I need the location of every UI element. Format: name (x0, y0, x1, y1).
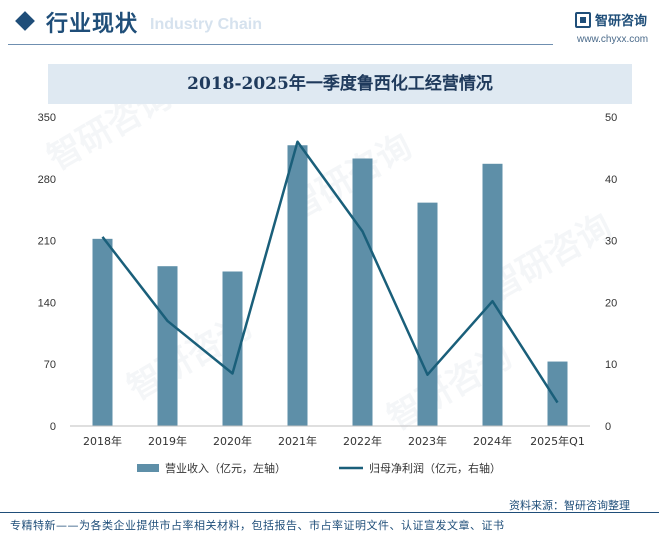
x-axis-ticks: 2018年 2019年 2020年 2021年 2022年 2023年 2024年 2025年… (83, 434, 585, 448)
revenue-bar (287, 145, 308, 426)
revenue-bar (547, 361, 568, 426)
revenue-bar (417, 202, 438, 426)
brand-mark-icon (575, 12, 591, 28)
right-axis-ticks: 0 10 20 30 40 50 (605, 112, 617, 433)
chart-title: 2018-2025年一季度鲁西化工经营情况 (187, 74, 493, 94)
footer-divider (0, 512, 659, 513)
profit-line-series (101, 140, 559, 404)
x-axis-tick-label: 2022年 (343, 434, 382, 448)
section-title: 行业现状 (46, 12, 139, 37)
x-axis-tick-label: 2018年 (83, 434, 122, 448)
footer-tagline: 专精特新——为各类企业提供市占率相关材料，包括报告、市占率证明文件、认证宣发文章… (10, 519, 505, 532)
right-axis-tick-label: 40 (605, 174, 617, 186)
brand-name: 智研咨询 (595, 14, 648, 29)
x-axis-tick-label: 2019年 (148, 434, 187, 448)
revenue-bar (157, 266, 178, 426)
header-divider (8, 44, 553, 45)
brand-url: www.chyxx.com (577, 34, 649, 45)
revenue-bar (222, 271, 243, 426)
x-axis-tick-label: 2025年Q1 (530, 434, 585, 448)
legend-bar-label: 营业收入（亿元，左轴） (165, 461, 286, 475)
left-axis-tick-label: 70 (44, 359, 56, 371)
left-axis-tick-label: 140 (38, 297, 56, 309)
data-source: 资料来源：智研咨询整理 (509, 499, 630, 512)
right-axis-tick-label: 20 (605, 297, 617, 309)
chart-legend: 营业收入（亿元，左轴） 归母净利润（亿元，右轴） (137, 461, 501, 475)
revenue-bar (352, 158, 373, 426)
chart-title-bar: 2018-2025年一季度鲁西化工经营情况 (48, 64, 632, 104)
legend-line-label: 归母净利润（亿元，右轴） (369, 461, 501, 475)
right-axis-tick-label: 0 (605, 421, 611, 433)
x-axis-tick-label: 2024年 (473, 434, 512, 448)
section-header: 行业现状 Industry Chain (0, 0, 659, 50)
x-axis-tick-label: 2020年 (213, 434, 252, 448)
right-axis-tick-label: 50 (605, 112, 617, 124)
left-axis-ticks: 0 70 140 210 280 350 (38, 112, 56, 433)
x-axis-tick-label: 2023年 (408, 434, 447, 448)
left-axis-tick-label: 210 (38, 236, 56, 248)
left-axis-tick-label: 350 (38, 112, 56, 124)
right-axis-tick-label: 30 (605, 236, 617, 248)
legend-bar-swatch (137, 464, 159, 472)
x-axis-tick-label: 2021年 (278, 434, 317, 448)
left-axis-tick-label: 0 (50, 421, 56, 433)
bar-series (92, 145, 568, 426)
section-ghost-subtitle: Industry Chain (150, 16, 263, 33)
revenue-bar (482, 163, 503, 426)
revenue-bar (92, 238, 113, 426)
right-axis-tick-label: 10 (605, 359, 617, 371)
left-axis-tick-label: 280 (38, 174, 56, 186)
